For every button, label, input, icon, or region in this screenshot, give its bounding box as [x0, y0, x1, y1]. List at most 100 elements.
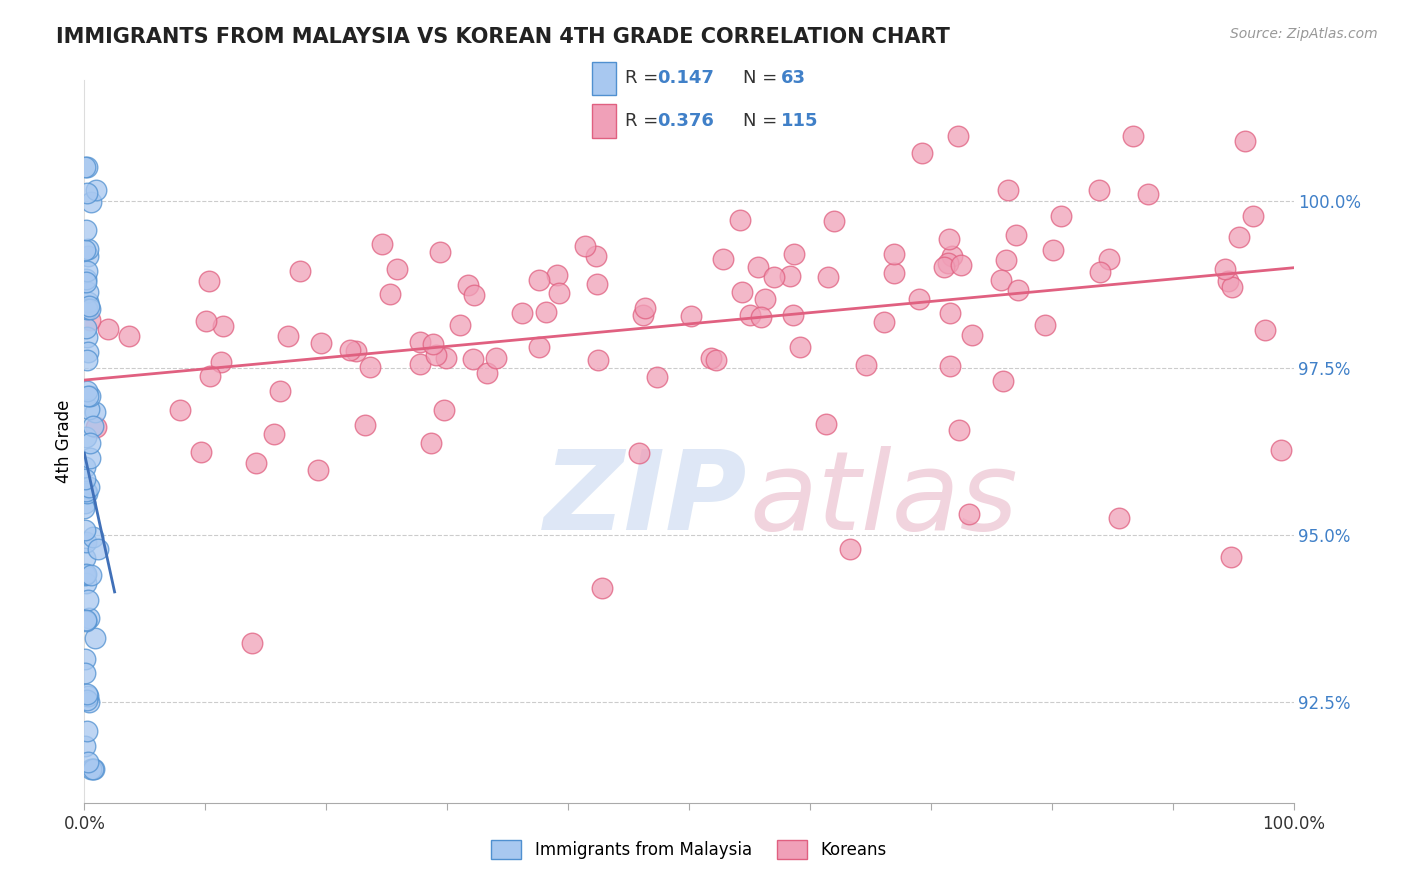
Point [485, 351, 508, 365]
Point [77, 610, 100, 624]
Point [409, 357, 432, 371]
Point [529, 273, 551, 287]
Point [76, 486, 98, 500]
Point [73, 243, 96, 257]
Point [1216, 274, 1239, 288]
Point [75, 320, 97, 334]
Point [449, 318, 471, 333]
Point [82, 762, 104, 776]
Point [908, 292, 931, 306]
Point [749, 310, 772, 325]
Point [839, 541, 862, 556]
Point [995, 252, 1018, 267]
Point [77, 690, 100, 704]
Point [76, 285, 98, 300]
Point [75, 430, 97, 444]
Point [75, 652, 97, 666]
Point [75, 223, 97, 237]
Point [76, 693, 98, 707]
Point [75, 613, 97, 627]
Point [990, 273, 1012, 287]
Point [76, 161, 98, 175]
Point [195, 314, 218, 328]
Point [359, 360, 381, 375]
Point [409, 335, 432, 350]
Point [77, 592, 100, 607]
Point [1241, 209, 1264, 223]
Point [1042, 243, 1064, 257]
Point [817, 270, 839, 285]
Point [1098, 252, 1121, 267]
Point [82, 530, 104, 544]
Text: N =: N = [742, 70, 783, 87]
Point [77, 480, 100, 494]
Point [1088, 183, 1111, 197]
Point [932, 260, 955, 275]
Point [738, 308, 761, 322]
Text: 115: 115 [780, 112, 818, 130]
Point [76, 330, 98, 344]
Point [938, 232, 960, 246]
Text: 0.376: 0.376 [658, 112, 714, 130]
Point [76, 724, 98, 739]
Point [76, 302, 98, 317]
Point [1220, 549, 1243, 564]
Point [585, 249, 607, 263]
Point [77, 345, 100, 359]
Point [80, 762, 103, 776]
Point [73, 460, 96, 475]
Point [190, 444, 212, 458]
Point [75, 739, 97, 753]
Point [77, 695, 100, 709]
Point [380, 286, 402, 301]
Point [993, 375, 1015, 389]
Point [586, 353, 609, 368]
Point [277, 329, 299, 343]
Point [77, 249, 100, 263]
Point [1270, 442, 1292, 457]
Point [240, 635, 263, 649]
Point [73, 551, 96, 566]
Point [1227, 230, 1250, 244]
Point [209, 354, 232, 368]
Point [1137, 186, 1160, 201]
Point [75, 483, 97, 498]
Point [344, 343, 367, 358]
Point [97, 322, 120, 336]
Point [79, 313, 101, 327]
Point [75, 275, 97, 289]
Point [1215, 262, 1237, 277]
Point [633, 301, 655, 315]
Point [1004, 228, 1026, 243]
Point [77, 299, 100, 313]
Point [948, 423, 970, 437]
Y-axis label: 4th Grade: 4th Grade [55, 400, 73, 483]
Point [80, 195, 103, 210]
Point [84, 420, 107, 434]
Point [883, 266, 905, 280]
Point [457, 277, 479, 292]
Point [84, 183, 107, 197]
Point [815, 417, 838, 431]
Point [1033, 318, 1056, 332]
Point [75, 614, 97, 628]
Legend: Immigrants from Malaysia, Koreans: Immigrants from Malaysia, Koreans [492, 840, 886, 860]
Point [936, 256, 959, 270]
Text: IMMIGRANTS FROM MALAYSIA VS KOREAN 4TH GRADE CORRELATION CHART: IMMIGRANTS FROM MALAYSIA VS KOREAN 4TH G… [56, 27, 950, 46]
Bar [592, 104, 616, 138]
Point [269, 384, 291, 399]
Point [76, 687, 98, 701]
Point [747, 260, 769, 274]
Point [371, 236, 394, 251]
Point [946, 129, 969, 144]
Point [84, 405, 107, 419]
Point [779, 268, 801, 283]
Point [789, 340, 811, 354]
Bar [592, 62, 616, 95]
Point [73, 523, 96, 537]
Point [939, 359, 962, 373]
Point [1007, 283, 1029, 297]
Point [387, 261, 409, 276]
Point [83, 631, 105, 645]
Text: R =: R = [624, 70, 664, 87]
